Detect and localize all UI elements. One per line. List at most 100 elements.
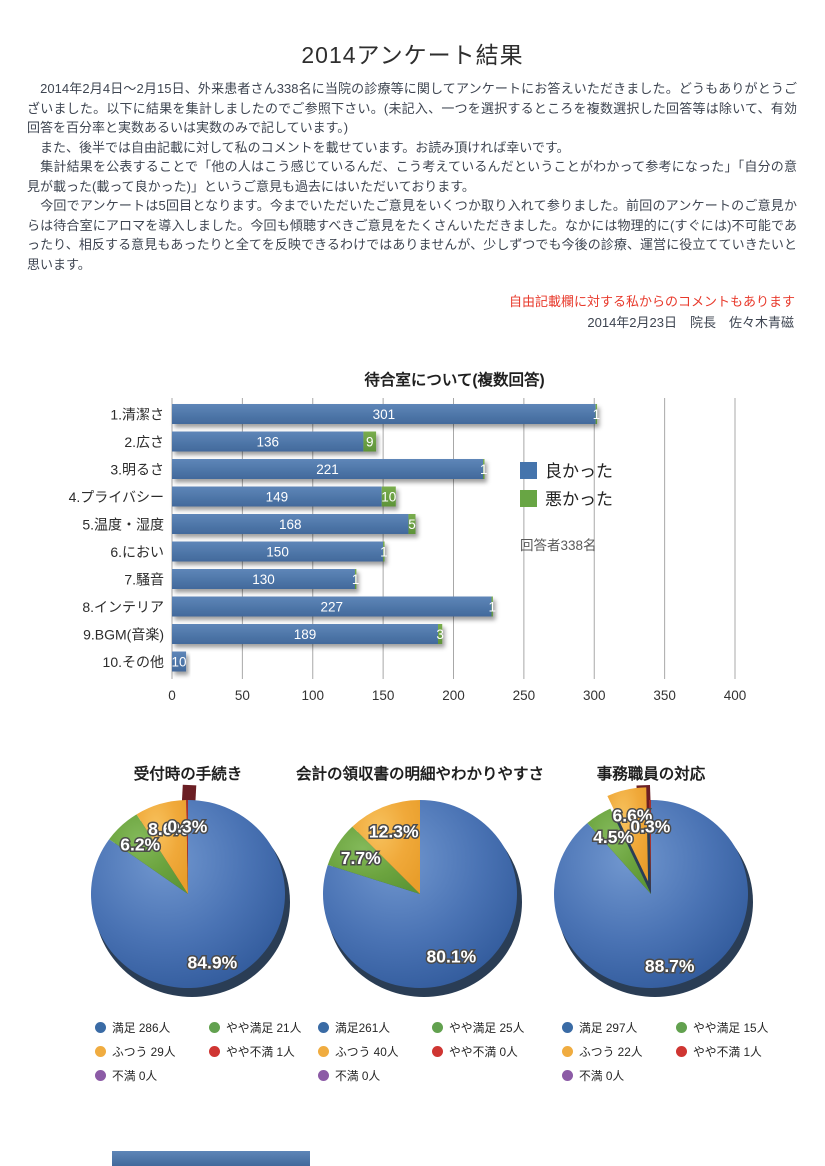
legend-text: ふつう 22人 [579,1045,643,1059]
legend-dot-icon [209,1046,220,1057]
legend-dot-icon [209,1022,220,1033]
legend-swatch-good [520,462,537,479]
pie-percent-label: 88.7% [645,956,695,976]
legend-dot-icon [432,1022,443,1033]
bar-row [172,541,385,562]
pie-slice-ふつう [352,800,420,894]
pie-chart-3: 事務職員の対応 88.7% 4.5% 6.6% 0.3% [526,758,776,1020]
legend-swatch-bad [520,490,537,507]
bar-category-label: 7.騒音 [124,572,164,588]
legend-text: 満足 286人 [112,1021,171,1035]
paragraph-2: また、後半では自由記載に対して私のコメントを載せています。お読み頂ければ幸いです… [27,139,570,155]
pie-percent-label: 12.3% [369,821,419,841]
legend-item: やや不満 1人 [209,1043,301,1060]
legend-text: 不満 0人 [112,1069,158,1083]
pie-chart-1: 受付時の手続き 84.9% 6.2% 8.6% 0.3% [63,758,313,1020]
bar-value-good: 301 [373,407,396,422]
bar-category-label: 9.BGM(音楽) [83,627,164,643]
bar-category-label: 3.明るさ [110,462,164,478]
x-tick-label: 0 [168,688,176,703]
legend-dot-icon [95,1046,106,1057]
pie-percent-label: 6.2% [120,835,160,855]
bar-row [172,459,485,479]
legend-text: やや満足 21人 [226,1021,302,1035]
legend-dot-icon [562,1022,573,1033]
legend-text: ふつう 40人 [335,1045,399,1059]
bar-value-good: 221 [316,462,339,477]
bar-category-label: 4.プライバシー [69,489,164,505]
bar-value-good: 227 [320,600,343,615]
bar-row [172,596,493,617]
legend-label-bad: 悪かった [545,490,613,509]
bar-category-label: 5.温度・湿度 [82,517,164,533]
pie-slice-やや満足 [587,808,651,894]
legend-text: 満足261人 [335,1021,391,1035]
pie-chart-2: 会計の領収書の明細やわかりやすさ 80.1% 7.7% 12.3% [295,758,545,1020]
pie-percent-label: 7.7% [341,848,381,868]
legend-dot-icon [95,1022,106,1033]
bar-value-bad: 1 [352,572,360,587]
legend-text: 満足 297人 [579,1021,638,1035]
bar-chart-title: 待合室について(複数回答) [364,372,545,389]
legend-item: ふつう 29人 [95,1043,203,1060]
pie-svg: 84.9% 6.2%8.6%0.3% [91,784,290,997]
pie-slice-ふつう [607,787,649,882]
pie-title: 事務職員の対応 [596,766,706,783]
pie-percent-label: 80.1% [427,946,477,966]
legend-item: 不満 0人 [562,1067,670,1084]
next-chart-partial-bar [112,1151,310,1166]
date-signature: 2014年2月23日 院長 佐々木青磁 [587,315,794,330]
bar-row [172,404,598,424]
paragraph-4: 今回でアンケートは5回目となります。今までいただいたご意見をいくつか取り入れて参… [27,198,797,272]
legend-text: やや満足 15人 [693,1021,769,1035]
bar-value-bad: 10 [381,490,396,505]
pie-percent-label: 0.3% [167,816,207,836]
x-tick-label: 350 [653,688,676,703]
legend-item: 満足261人 [318,1019,426,1036]
legend-item: やや満足 15人 [676,1019,768,1036]
pie-legend-1: 満足 286人 やや満足 21人ふつう 29人 やや不満 1人不満 0人 [95,1019,301,1084]
pie-title: 会計の領収書の明細やわかりやすさ [295,766,544,783]
bar-value-good: 130 [252,572,275,587]
pie-slice-ふつう [136,800,188,894]
paragraph-1: 2014年2月4日～2月15日、外来患者さん338名に当院の診療等に関してアンケ… [27,81,797,135]
pie-slice-やや満足 [109,814,188,894]
legend-item: ふつう 40人 [318,1043,426,1060]
legend-item: やや満足 21人 [209,1019,301,1036]
legend-dot-icon [562,1070,573,1081]
legend-text: やや不満 1人 [226,1045,295,1059]
bar-value-good: 150 [266,545,289,560]
legend-item: やや不満 1人 [676,1043,768,1060]
legend-dot-icon [318,1070,329,1081]
x-tick-label: 50 [235,688,250,703]
bar-value-bad: 1 [488,600,496,615]
bar-value-good: 168 [279,517,302,532]
legend-dot-icon [318,1046,329,1057]
bar-row [172,651,187,672]
x-tick-label: 250 [513,688,536,703]
bar-chart-waiting-room: 301 1 1.清潔さ 136 9 2.広さ 221 1 3.明るさ 149 10 4.プライバシー 1… [50,392,790,714]
legend-item: 満足 286人 [95,1019,203,1036]
bar-value-good: 10 [172,655,187,670]
legend-dot-icon [95,1070,106,1081]
legend-label-good: 良かった [545,462,613,481]
legend-item: 満足 297人 [562,1019,670,1036]
legend-text: 不満 0人 [335,1069,381,1083]
pie-legend-3: 満足 297人 やや満足 15人ふつう 22人 やや不満 1人不満 0人 [562,1019,768,1084]
legend-item: 不満 0人 [95,1067,203,1084]
bar-value-good: 189 [294,627,317,642]
legend-text: やや不満 1人 [693,1045,762,1059]
pie-svg: 88.7% 4.5%6.6%0.3% [554,785,753,997]
bar-value-bad: 3 [436,627,444,642]
bar-category-label: 6.におい [110,544,164,560]
legend-dot-icon [676,1046,687,1057]
bar-value-bad: 1 [593,407,601,422]
legend-dot-icon [318,1022,329,1033]
pie-slice-やや不満 [186,800,188,894]
pie-percent-label: 0.3% [630,816,670,836]
legend-text: やや不満 0人 [449,1045,518,1059]
legend-dot-icon [432,1046,443,1057]
pie-slice-やや満足 [327,826,420,894]
legend-item: やや不満 0人 [432,1043,524,1060]
